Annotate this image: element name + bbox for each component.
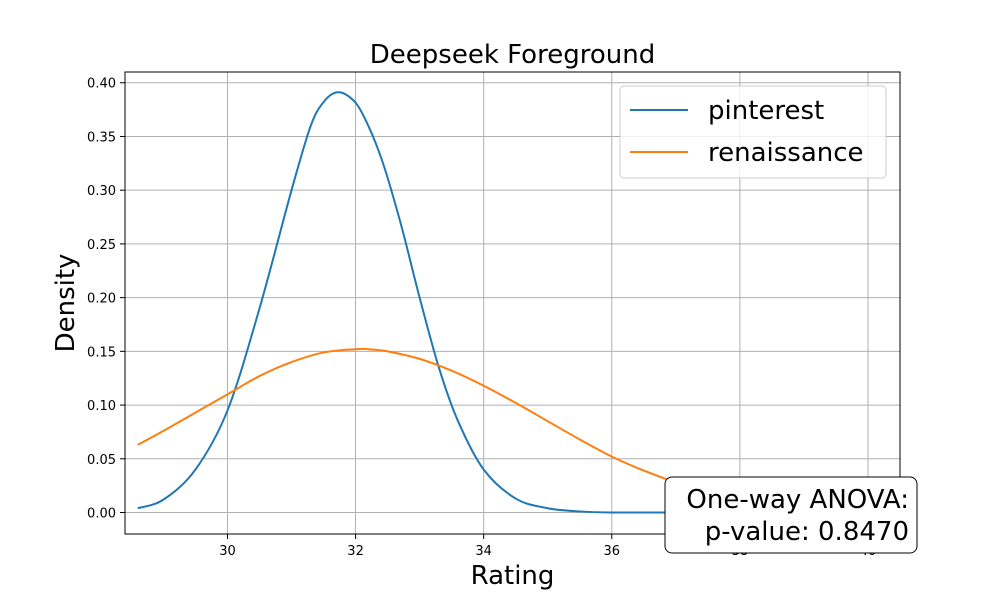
anova-annotation-box (664, 476, 918, 554)
y-tick-label: 0.30 (87, 184, 116, 199)
chart-title: Deepseek Foreground (370, 40, 655, 70)
plot-frame (124, 71, 901, 535)
x-axis-label: Rating (471, 561, 555, 591)
x-tick-label: 32 (347, 544, 364, 559)
y-axis-label: Density (51, 254, 81, 353)
y-tick-label: 0.10 (87, 399, 116, 414)
y-tick-label: 0.15 (87, 345, 116, 360)
legend-label-renaissance: renaissance (708, 138, 864, 168)
x-tick-label: 36 (604, 544, 621, 559)
x-tick-label: 30 (219, 544, 236, 559)
y-tick-label: 0.40 (87, 77, 116, 92)
y-tick-label: 0.00 (87, 507, 116, 522)
anova-p-value: p-value: 0.8470 (705, 517, 909, 547)
y-tick-label: 0.25 (87, 238, 116, 253)
anova-annotation: One-way ANOVA: p-value: 0.8470 (664, 476, 918, 554)
anova-title: One-way ANOVA: (686, 485, 909, 515)
series-line-pinterest (137, 91, 868, 514)
y-tick-label: 0.05 (87, 453, 116, 468)
y-tick-label: 0.35 (87, 130, 116, 145)
legend: pinterest renaissance (619, 85, 887, 179)
x-tick-label: 34 (475, 544, 492, 559)
legend-label-pinterest: pinterest (708, 96, 824, 126)
y-tick-label: 0.20 (87, 292, 116, 307)
